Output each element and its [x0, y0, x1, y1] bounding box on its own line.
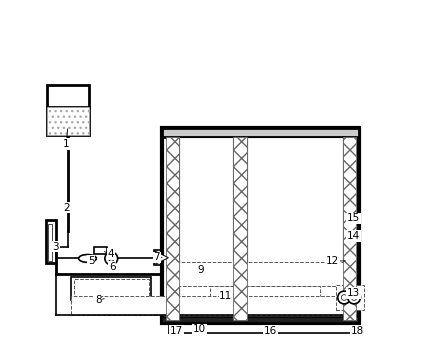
Bar [48, 224, 52, 261]
Bar [71, 296, 352, 315]
Text: 13: 13 [346, 288, 360, 298]
Bar [210, 286, 319, 301]
Bar [165, 137, 178, 320]
Bar [335, 285, 363, 310]
Text: 12: 12 [325, 256, 338, 266]
Text: 4: 4 [107, 249, 114, 259]
Text: 6: 6 [109, 262, 115, 272]
Text: 14: 14 [346, 231, 360, 241]
Bar [246, 137, 343, 320]
Bar [154, 250, 169, 265]
Bar [343, 137, 355, 320]
Text: 15: 15 [346, 213, 360, 223]
Bar [167, 262, 351, 286]
Circle shape [105, 252, 118, 265]
Circle shape [337, 291, 350, 304]
Text: 10: 10 [192, 324, 205, 334]
Text: 1: 1 [63, 139, 69, 149]
Text: 18: 18 [350, 326, 363, 336]
Circle shape [347, 291, 360, 304]
Text: 16: 16 [263, 326, 276, 336]
Bar [73, 279, 149, 298]
Bar [161, 317, 358, 323]
Ellipse shape [78, 255, 96, 262]
Bar [46, 85, 89, 135]
Text: 2: 2 [63, 203, 69, 213]
Bar [233, 137, 246, 320]
Polygon shape [155, 251, 168, 264]
Bar [93, 247, 107, 254]
Circle shape [108, 256, 114, 261]
Text: 8: 8 [95, 295, 101, 305]
Bar [46, 220, 56, 263]
Bar [46, 106, 89, 135]
Circle shape [340, 295, 346, 300]
Bar [178, 137, 233, 320]
Bar [161, 128, 358, 137]
Text: 11: 11 [219, 291, 232, 301]
Text: 3: 3 [52, 242, 59, 252]
Text: 5: 5 [87, 256, 94, 266]
Text: 9: 9 [197, 265, 204, 275]
Text: 7: 7 [153, 252, 160, 262]
Circle shape [351, 295, 356, 300]
Bar [161, 128, 358, 323]
Text: 17: 17 [169, 326, 182, 336]
Bar [71, 277, 151, 300]
